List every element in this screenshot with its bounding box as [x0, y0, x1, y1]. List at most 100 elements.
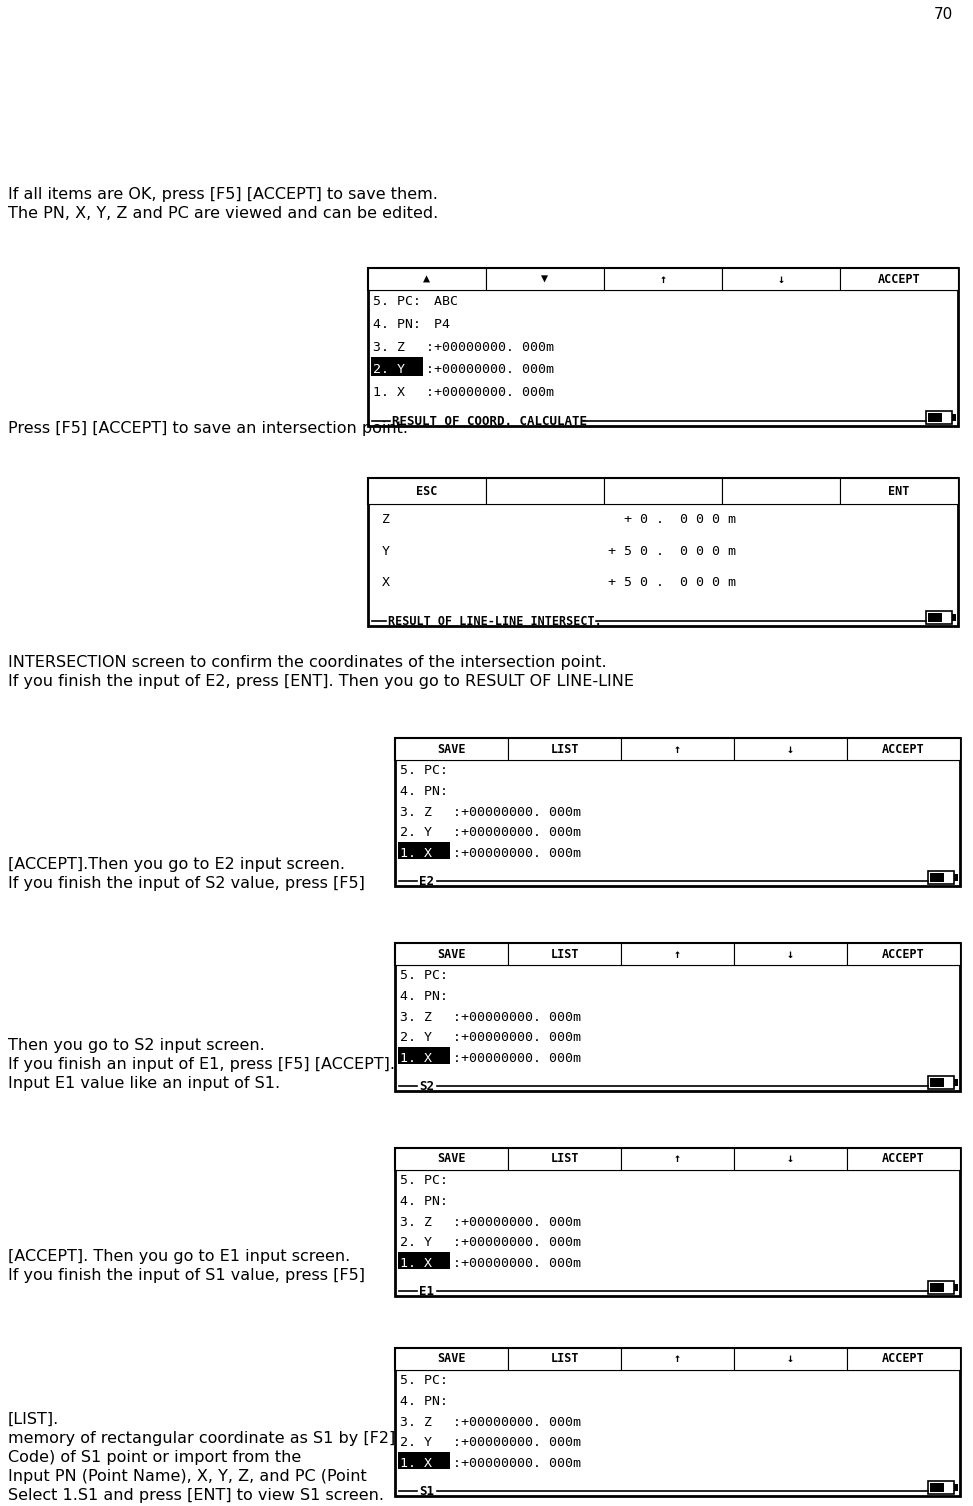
Text: Y: Y — [382, 545, 390, 557]
Bar — [395, 1348, 960, 1495]
Text: :+00000000. 000m: :+00000000. 000m — [426, 386, 554, 399]
Bar — [734, 1148, 847, 1170]
Text: 5. PC:: 5. PC: — [400, 1373, 448, 1387]
Bar — [952, 614, 956, 620]
Text: The PN, X, Y, Z and PC are viewed and can be edited.: The PN, X, Y, Z and PC are viewed and ca… — [8, 206, 438, 221]
Bar — [952, 414, 956, 420]
Bar — [398, 1251, 450, 1270]
Text: Code) of S1 point or import from the: Code) of S1 point or import from the — [8, 1450, 302, 1465]
Text: Then you go to S2 input screen.: Then you go to S2 input screen. — [8, 1038, 265, 1053]
Text: LIST: LIST — [551, 1152, 579, 1166]
Bar — [840, 268, 958, 291]
Bar — [368, 477, 486, 505]
Text: 4. PN:: 4. PN: — [400, 1194, 448, 1208]
Text: + 0 .  0 0 0 m: + 0 . 0 0 0 m — [608, 514, 736, 526]
Text: 3. Z: 3. Z — [400, 1416, 432, 1429]
Text: Input PN (Point Name), X, Y, Z, and PC (Point: Input PN (Point Name), X, Y, Z, and PC (… — [8, 1468, 367, 1483]
Text: SAVE: SAVE — [437, 1352, 466, 1366]
Bar — [928, 870, 954, 884]
Bar — [395, 1348, 960, 1370]
Text: :+00000000. 000m: :+00000000. 000m — [453, 1032, 581, 1044]
Bar — [621, 738, 734, 761]
Bar — [395, 1348, 508, 1370]
Bar — [368, 268, 958, 426]
Text: INTERSECTION screen to confirm the coordinates of the intersection point.: INTERSECTION screen to confirm the coord… — [8, 655, 606, 670]
Text: [ACCEPT]. Then you go to E1 input screen.: [ACCEPT]. Then you go to E1 input screen… — [8, 1248, 350, 1264]
Text: 2. Y: 2. Y — [400, 827, 432, 839]
Bar — [621, 1348, 734, 1370]
Bar — [398, 1452, 450, 1468]
Text: P4: P4 — [426, 318, 450, 331]
Bar — [621, 1148, 734, 1170]
Text: ↓: ↓ — [787, 742, 794, 756]
Bar — [395, 943, 508, 965]
Bar — [508, 738, 621, 761]
Text: ACCEPT: ACCEPT — [883, 742, 925, 756]
Bar — [395, 943, 960, 965]
Text: 3. Z: 3. Z — [373, 340, 405, 354]
Text: Select 1.S1 and press [ENT] to view S1 screen.: Select 1.S1 and press [ENT] to view S1 s… — [8, 1488, 384, 1503]
Bar — [722, 477, 840, 505]
Text: LIST: LIST — [551, 947, 579, 961]
Bar — [486, 268, 604, 291]
Text: 4. PN:: 4. PN: — [400, 989, 448, 1003]
Text: :+00000000. 000m: :+00000000. 000m — [426, 363, 554, 376]
Text: If you finish the input of E2, press [ENT]. Then you go to RESULT OF LINE-LINE: If you finish the input of E2, press [EN… — [8, 675, 634, 690]
Text: :+00000000. 000m: :+00000000. 000m — [453, 827, 581, 839]
Text: 5. PC:: 5. PC: — [400, 1173, 448, 1187]
Text: :+00000000. 000m: :+00000000. 000m — [453, 1236, 581, 1250]
Text: ACCEPT: ACCEPT — [878, 273, 920, 286]
Bar — [928, 613, 942, 622]
Bar — [954, 1080, 958, 1086]
Bar — [395, 738, 508, 761]
Text: 2. Y: 2. Y — [400, 1236, 432, 1250]
Text: ↑: ↑ — [674, 1352, 681, 1366]
Text: ↑: ↑ — [674, 947, 681, 961]
Bar — [368, 477, 958, 505]
Text: 1. X: 1. X — [373, 386, 405, 399]
Bar — [847, 738, 960, 761]
Text: 1. X: 1. X — [400, 846, 432, 860]
Text: ACCEPT: ACCEPT — [883, 947, 925, 961]
Text: S1: S1 — [419, 1485, 434, 1498]
Text: RESULT OF LINE-LINE INTERSECT.: RESULT OF LINE-LINE INTERSECT. — [388, 614, 601, 628]
Text: 2. Y: 2. Y — [400, 1032, 432, 1044]
Text: 5. PC:: 5. PC: — [373, 295, 421, 307]
Text: :+00000000. 000m: :+00000000. 000m — [453, 1258, 581, 1270]
Text: [ACCEPT].Then you go to E2 input screen.: [ACCEPT].Then you go to E2 input screen. — [8, 857, 345, 872]
Bar — [734, 943, 847, 965]
Text: :+00000000. 000m: :+00000000. 000m — [453, 1215, 581, 1229]
Text: If you finish an input of E1, press [F5] [ACCEPT].: If you finish an input of E1, press [F5]… — [8, 1057, 395, 1072]
Bar — [508, 943, 621, 965]
Text: :+00000000. 000m: :+00000000. 000m — [453, 1437, 581, 1449]
Text: ↓: ↓ — [787, 1152, 794, 1166]
Text: 4. PN:: 4. PN: — [400, 785, 448, 798]
Text: 2. Y: 2. Y — [373, 363, 405, 376]
Bar — [395, 1148, 960, 1297]
Bar — [371, 357, 423, 375]
Text: LIST: LIST — [551, 1352, 579, 1366]
Bar — [926, 411, 952, 425]
Text: :+00000000. 000m: :+00000000. 000m — [453, 806, 581, 818]
Text: ▲: ▲ — [423, 273, 431, 286]
Bar — [930, 1483, 944, 1492]
Text: ↑: ↑ — [674, 742, 681, 756]
Text: 3. Z: 3. Z — [400, 1011, 432, 1024]
Text: ACCEPT: ACCEPT — [883, 1152, 925, 1166]
Bar — [954, 1285, 958, 1291]
Bar — [508, 1148, 621, 1170]
Text: 70: 70 — [934, 8, 953, 23]
Text: 3. Z: 3. Z — [400, 806, 432, 818]
Text: If all items are OK, press [F5] [ACCEPT] to save them.: If all items are OK, press [F5] [ACCEPT]… — [8, 187, 438, 202]
Text: + 5 0 .  0 0 0 m: + 5 0 . 0 0 0 m — [608, 545, 736, 557]
Text: 4. PN:: 4. PN: — [400, 1395, 448, 1408]
Bar — [928, 1075, 954, 1089]
Bar — [954, 875, 958, 881]
Bar — [928, 1480, 954, 1494]
Text: :+00000000. 000m: :+00000000. 000m — [453, 1458, 581, 1470]
Text: LIST: LIST — [551, 742, 579, 756]
Bar — [847, 1148, 960, 1170]
Text: SAVE: SAVE — [437, 1152, 466, 1166]
Bar — [930, 873, 944, 883]
Text: 1. X: 1. X — [400, 1053, 432, 1065]
